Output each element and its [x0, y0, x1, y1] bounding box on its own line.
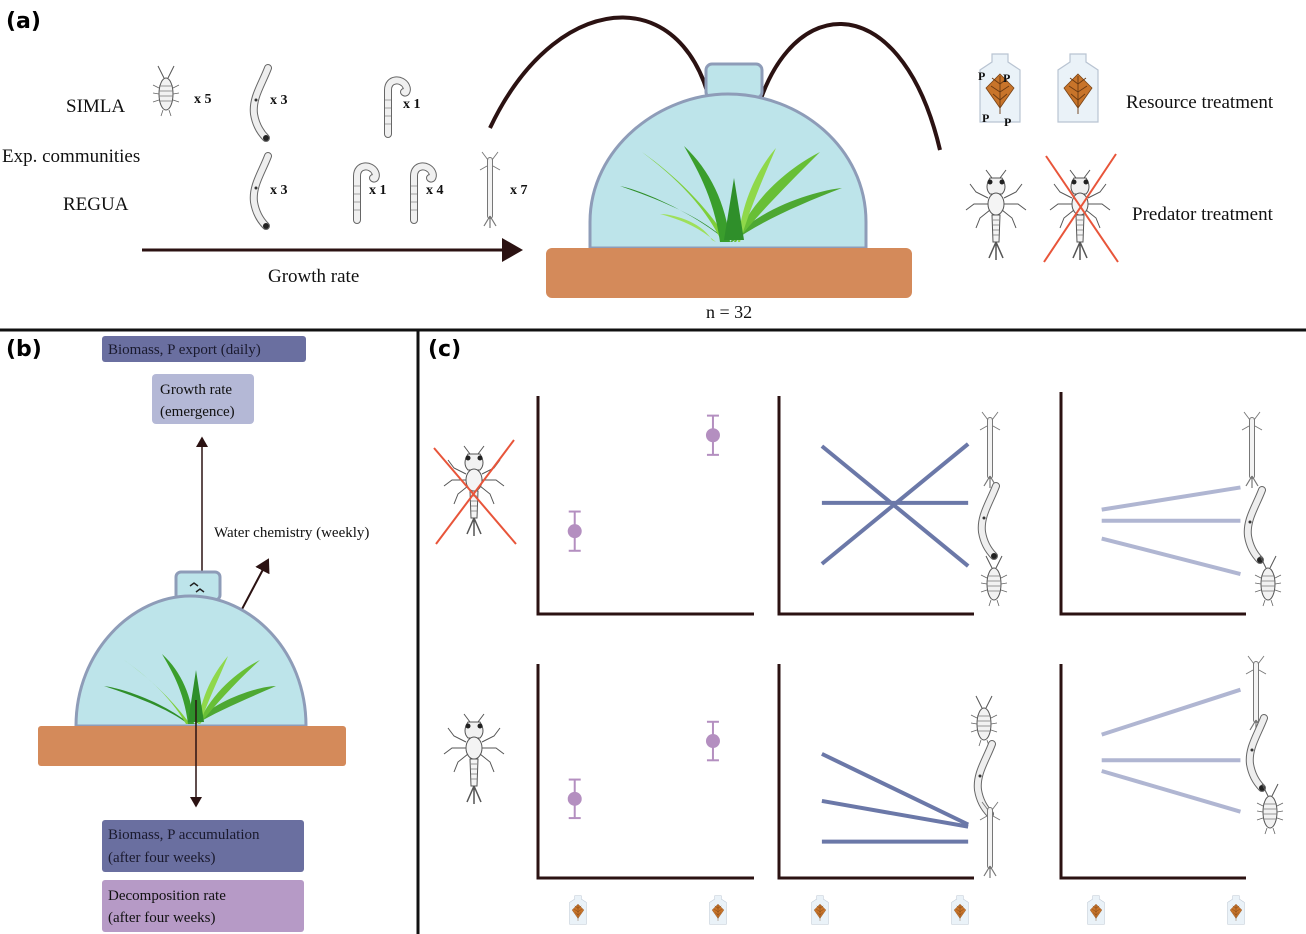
n-label: n = 32: [706, 302, 752, 322]
isopod-icon: [970, 695, 998, 747]
plot-axes: [777, 664, 974, 880]
chironomid-larva-icon: [254, 68, 269, 141]
bag-p-letter: P: [982, 111, 989, 125]
bag-p-letter: P: [978, 69, 985, 83]
chironomid-larva-icon: [982, 486, 997, 559]
mult-simla-larva1: x 3: [270, 93, 288, 108]
mult-simla-isopod: x 5: [194, 92, 212, 107]
growth-rate-box-line2: (emergence): [160, 404, 235, 420]
bromeliad-plant: [620, 146, 842, 242]
predator-larva-icon: [965, 169, 1027, 261]
bag-p-letter: P: [1003, 71, 1010, 85]
series-line: [821, 798, 969, 829]
panel-a: SIMLA Exp. communities REGUA x 5 x 3 x 1…: [2, 15, 1274, 322]
data-point: [705, 428, 720, 443]
plot-axes: [1059, 392, 1246, 616]
resource-treatment-label: Resource treatment: [1126, 92, 1274, 113]
export-box: [102, 336, 306, 362]
isopod-icon: [980, 555, 1008, 607]
series-line: [821, 752, 970, 827]
data-point: [567, 791, 582, 806]
water-chemistry-label: Water chemistry (weekly): [214, 525, 369, 541]
site-simla-label: SIMLA: [66, 96, 125, 117]
plot-axes: [536, 396, 754, 616]
accumulation-box: [102, 820, 304, 872]
chironomid-larva-icon: [254, 156, 269, 229]
panel-b-label: (b): [6, 337, 42, 362]
data-point: [567, 524, 582, 539]
series-line: [1101, 687, 1242, 737]
data-point: [705, 734, 720, 749]
panel-b: Biomass, P export (daily) Growth rate (e…: [38, 336, 369, 932]
mult-regua-larva1: x 3: [270, 183, 288, 198]
mesocosm-dome: [546, 62, 912, 298]
chironomid-larva-icon: [1250, 718, 1265, 791]
damselfly-nymph-icon: [1242, 412, 1262, 488]
leaf-bag-icon: [709, 895, 727, 925]
biomass-p-export-label: Biomass, P export (daily): [108, 342, 261, 358]
damselfly-nymph-icon: [980, 802, 1000, 878]
predator-larva-icon: [1049, 169, 1111, 261]
decomp-line1: Decomposition rate: [108, 888, 226, 904]
red-cross-line: [1045, 155, 1119, 263]
predator-treatment-label: Predator treatment: [1132, 204, 1274, 225]
plot-axes: [777, 396, 974, 616]
plot-axes: [536, 664, 754, 880]
series-line: [1101, 536, 1241, 576]
panel-a-label: (a): [6, 9, 41, 34]
leaf-bag-icon: [811, 895, 829, 925]
mult-regua-larva3: x 4: [426, 183, 444, 198]
mesocosm-dome-small: [38, 570, 346, 766]
soil-base: [546, 248, 912, 298]
mult-simla-larva2: x 1: [403, 97, 421, 112]
arrow-from-treatments: [740, 22, 942, 151]
red-cross-line: [433, 447, 517, 545]
panel-c: [433, 392, 1284, 925]
series-line: [1101, 769, 1242, 814]
arrow-from-communities: [488, 15, 729, 136]
panel-c-label: (c): [428, 337, 461, 362]
damselfly-nymph-icon: [980, 412, 1000, 488]
chironomid-larva-icon: [1248, 490, 1263, 563]
isopod-icon: [152, 65, 180, 117]
mult-regua-larva4: x 7: [510, 183, 528, 198]
leaf-bag-icon: [1057, 53, 1099, 123]
exp-communities-label: Exp. communities: [2, 146, 140, 167]
growth-rate-box: [152, 374, 254, 424]
biomass-accum-line2: (after four weeks): [108, 850, 215, 866]
growth-rate-box-line1: Growth rate: [160, 382, 232, 398]
site-regua-label: REGUA: [63, 194, 129, 215]
decomposition-box: [102, 880, 304, 932]
leaf-bag-icon: [1087, 895, 1105, 925]
series-line: [1101, 485, 1241, 512]
damselfly-nymph-icon: [480, 152, 500, 228]
chart-marks: [536, 392, 1246, 880]
predator-larva-icon: [443, 713, 505, 805]
red-cross-line: [435, 439, 515, 545]
red-cross-line: [1043, 153, 1117, 263]
growth-rate-label: Growth rate: [268, 266, 359, 287]
biomass-accum-line1: Biomass, P accumulation: [108, 827, 260, 843]
bag-p-letter: P: [1004, 115, 1011, 129]
leaf-bag-icon: [1227, 895, 1245, 925]
leaf-bag-icon: [569, 895, 587, 925]
mult-regua-larva2: x 1: [369, 183, 387, 198]
plot-axes: [1059, 664, 1246, 880]
leaf-bag-icon: [951, 895, 969, 925]
series-line: [820, 442, 970, 566]
decomp-line2: (after four weeks): [108, 910, 215, 926]
